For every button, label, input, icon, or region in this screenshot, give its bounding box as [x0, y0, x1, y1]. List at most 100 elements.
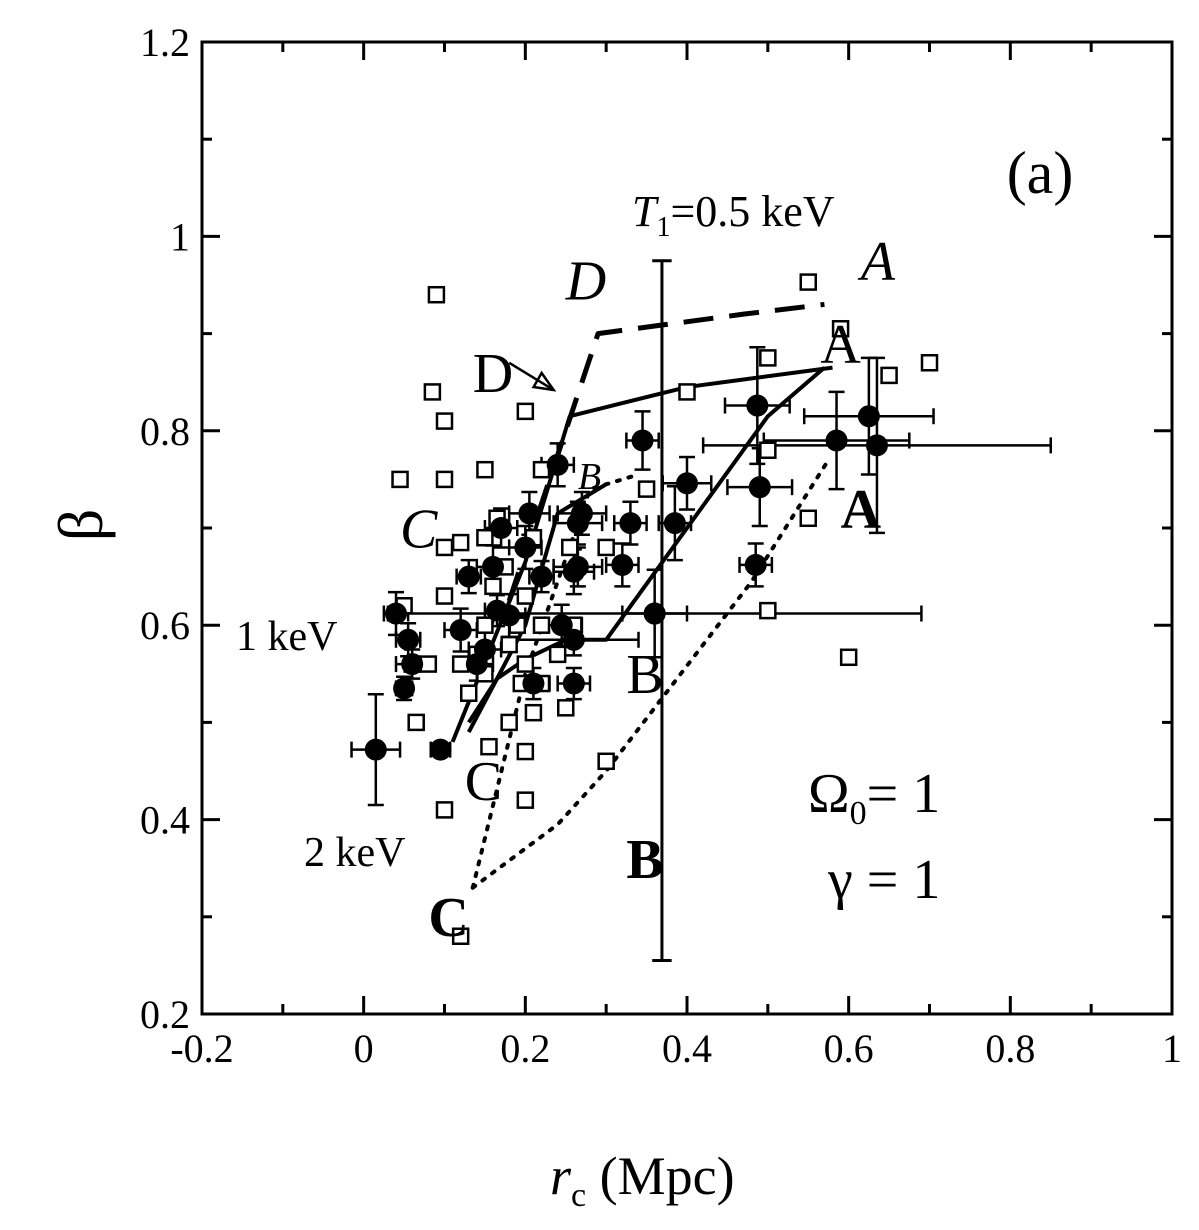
open-square-point: [391, 470, 409, 489]
x-tick-label: 0.4: [662, 1026, 712, 1071]
x-axis-title: rc (Mpc): [550, 1146, 735, 1214]
open-square-point: [435, 470, 454, 489]
filled-circle-point: [482, 555, 504, 578]
filled-circle-point: [744, 553, 767, 576]
filled-circle-point: [514, 536, 537, 559]
filled-circle-point: [498, 604, 521, 627]
filled-circle-point: [429, 738, 452, 761]
filled-circle-point: [570, 502, 593, 525]
filled-circle-point: [364, 738, 387, 761]
curve-label-d-italic: D: [565, 251, 606, 313]
open-square-point: [423, 383, 442, 401]
open-square-point: [500, 713, 518, 732]
curve-label-c-bold: C: [428, 887, 468, 949]
open-square-point: [524, 703, 543, 722]
x-tick-label: 0.2: [500, 1026, 550, 1071]
open-square-point: [484, 577, 502, 596]
curve-label-d-normal: D: [473, 343, 513, 405]
y-tick-label: 0.8: [140, 409, 190, 454]
error-bars: [350, 259, 1052, 963]
open-square-point: [637, 480, 656, 498]
x-tick-label: 1: [1162, 1026, 1182, 1071]
open-square-point: [678, 383, 696, 401]
curve-label-b-normal: B: [626, 644, 663, 706]
filled-circle-point: [825, 429, 848, 452]
open-square-point: [476, 616, 494, 634]
filled-circle-point: [550, 614, 573, 637]
curve-label-c-normal: C: [465, 751, 502, 813]
filled-circle-point: [449, 619, 472, 642]
open-square-point: [548, 645, 567, 664]
filled-circle-point: [562, 628, 585, 651]
y-tick-label: 1: [170, 214, 190, 259]
curve-label-a-italic: A: [857, 231, 896, 293]
filled-circle-point: [857, 405, 880, 428]
open-square-point: [516, 791, 535, 809]
open-square-point: [516, 742, 535, 761]
open-square-point: [476, 528, 494, 547]
open-square-point: [451, 927, 470, 945]
y-tick-label: 0.2: [140, 992, 190, 1037]
model-curve-dotted: [470, 457, 831, 890]
open-square-point: [799, 509, 817, 528]
open-square-point: [880, 366, 898, 385]
open-square-point: [557, 699, 575, 717]
open-square-point: [476, 460, 494, 479]
open-square-point: [561, 538, 579, 557]
filled-circle-point: [865, 434, 888, 457]
open-square-point: [831, 319, 850, 338]
open-square-point: [500, 635, 518, 654]
filled-circle-point: [748, 476, 771, 499]
y-axis-title: β: [45, 509, 116, 542]
filled-circle-point: [611, 553, 634, 576]
open-square-point: [759, 349, 777, 367]
filled-circle-point: [546, 453, 569, 476]
curve-label-a-bold: A: [841, 479, 882, 541]
open-square-point: [597, 538, 615, 557]
open-square-point: [407, 713, 425, 732]
x-tick-label: 0.6: [824, 1026, 874, 1071]
y-tick-label: 0.4: [140, 798, 190, 843]
filled-circle-point: [401, 653, 424, 676]
filled-circle-point: [663, 512, 686, 535]
x-tick-label: 0: [354, 1026, 374, 1071]
filled-circle-point: [518, 502, 541, 525]
filled-circle-point: [676, 472, 698, 495]
filled-circle-point: [522, 672, 545, 695]
filled-circle-point: [385, 602, 407, 625]
open-square-point: [597, 752, 615, 771]
temperature-label-t1: T1=0.5 keV: [632, 187, 835, 243]
open-square-point: [451, 533, 470, 552]
open-square-point: [480, 737, 498, 756]
curve-label-a-normal: A: [820, 314, 861, 376]
open-square-point: [516, 587, 535, 605]
open-square-point: [516, 402, 535, 421]
curve-label-b-bold: B: [626, 829, 663, 891]
filled-circle-point: [566, 555, 589, 578]
filled-circle-point: [746, 394, 769, 417]
filled-circle-point: [457, 565, 480, 588]
panel-label: (a): [1007, 140, 1074, 206]
filled-circle-point: [393, 677, 416, 700]
omega-parameter: Ω0= 1: [808, 763, 940, 832]
simulated-cluster-points: [391, 273, 939, 945]
temperature-label-1kev: 1 keV: [236, 614, 337, 660]
filled-circle-point: [530, 565, 553, 588]
curve-label-b-italic: B: [578, 456, 601, 498]
open-square-point: [435, 801, 454, 819]
open-square-point: [759, 441, 777, 459]
temperature-label-2kev: 2 keV: [304, 830, 405, 876]
x-tick-label: -0.2: [170, 1026, 233, 1071]
pointer-arrow-head: [531, 370, 557, 392]
curve-label-c-italic: C: [400, 498, 438, 560]
pointer-arrow-line: [508, 361, 555, 392]
open-square-point: [435, 538, 454, 557]
open-square-point: [799, 273, 817, 291]
open-square-point: [460, 684, 478, 702]
filled-circle-point: [631, 429, 654, 452]
y-tick-label: 1.2: [140, 20, 190, 65]
open-square-point: [427, 285, 446, 304]
tick-labels: -0.2 0 0.2 0.4 0.6 0.8 1 0.2 0.4 0.6 0.8 1 1.2: [140, 20, 1182, 1071]
